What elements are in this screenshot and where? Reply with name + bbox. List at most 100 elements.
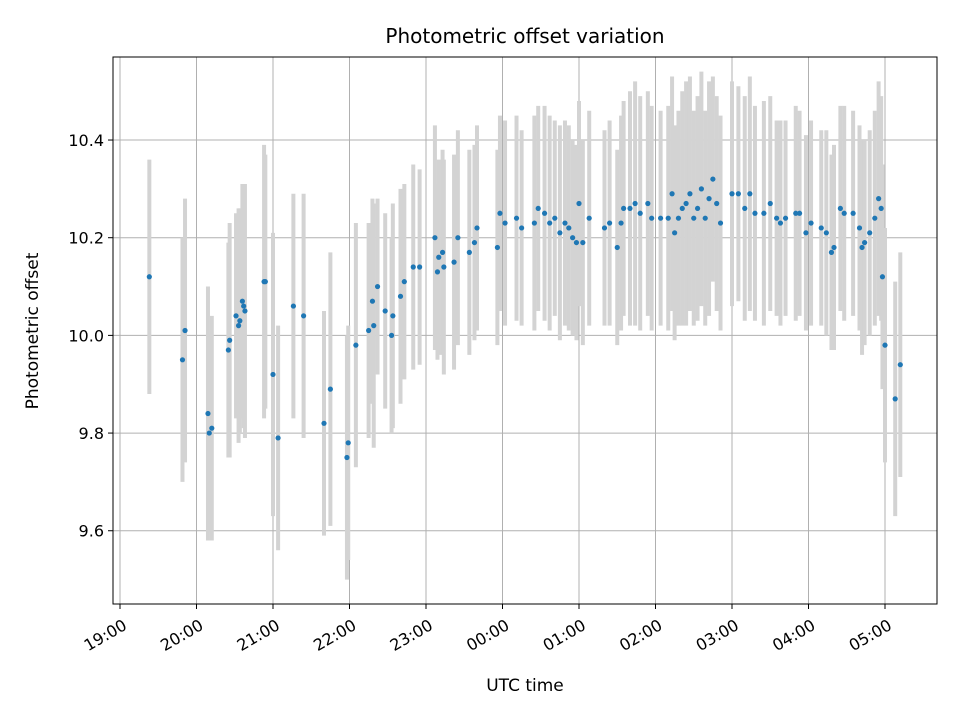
data-point [451,259,457,265]
data-point [388,332,395,338]
data-point [535,205,541,212]
data-point [262,279,268,285]
data-point [570,235,576,241]
y-axis-title: Photometric offset [23,252,43,409]
data-point [818,225,824,231]
data-point [502,220,508,226]
data-point [808,220,814,226]
data-point [892,396,898,402]
data-point [672,230,678,236]
data-point [897,362,903,368]
y-tick-label: 10.2 [68,229,104,248]
data-point [645,200,651,207]
data-point [233,313,239,319]
data-point [417,264,423,270]
data-point [601,225,608,231]
data-point [850,210,856,216]
data-point [687,191,693,197]
data-point [882,342,888,348]
data-point [621,205,627,212]
data-point [586,215,592,221]
data-point [374,283,381,290]
data-point [717,220,724,226]
data-point [146,274,152,280]
data-point [706,196,712,202]
data-point [618,220,624,226]
data-point [301,313,307,319]
data-point [519,225,525,231]
data-point [531,220,537,226]
data-point [557,230,563,236]
data-point [698,186,705,192]
data-point [541,210,548,216]
data-point [777,220,784,226]
data-point [237,318,243,324]
data-point [434,269,441,275]
y-axis: 9.6 9.8 10.0 10.2 10.4 [68,131,113,541]
grid [113,57,937,604]
data-point [782,215,789,221]
chart-title: Photometric offset variation [385,24,664,48]
data-points [146,176,903,461]
data-point [566,225,572,231]
data-point [432,235,438,241]
data-point [878,205,884,212]
data-point [607,220,613,226]
data-point [694,205,701,212]
data-point [683,200,689,207]
data-point [397,293,404,299]
data-point [552,215,558,221]
data-point [823,230,829,236]
data-point [691,215,697,221]
data-point [841,210,847,216]
data-point [371,323,377,329]
data-point [702,215,708,221]
data-point [206,430,212,436]
data-point [401,279,407,285]
data-point [179,357,186,363]
data-point [876,196,882,202]
y-tick-label: 9.8 [79,424,104,443]
data-point [831,244,837,251]
data-point [497,210,503,216]
data-point [729,191,735,197]
data-point [225,347,231,353]
data-point [793,210,799,216]
data-point [455,235,461,241]
data-point [761,210,767,216]
y-tick-label: 10.4 [68,131,104,150]
data-point [752,210,758,216]
data-point [410,264,416,270]
data-point [710,176,716,182]
data-point [209,425,215,431]
data-point [382,308,388,314]
data-point [767,200,773,207]
data-point [344,454,350,461]
data-point [474,225,480,231]
data-point [390,313,396,319]
data-point [627,205,633,212]
data-point [879,274,886,280]
data-point [632,200,638,207]
data-point [747,191,753,197]
data-point [466,249,472,255]
data-point [369,298,376,304]
data-point [345,440,351,446]
data-point [837,205,843,212]
plot-frame [112,56,938,605]
data-point [573,239,580,246]
data-point [235,323,242,329]
data-point [675,215,682,221]
y-tick-label: 9.6 [79,522,104,541]
data-point [614,244,620,251]
data-point [439,249,446,255]
data-point [494,244,500,251]
data-point [665,215,671,221]
data-point [239,298,245,304]
data-point [242,308,248,314]
x-axis-title: UTC time [486,676,564,696]
data-point [637,210,643,216]
data-point [576,200,582,207]
